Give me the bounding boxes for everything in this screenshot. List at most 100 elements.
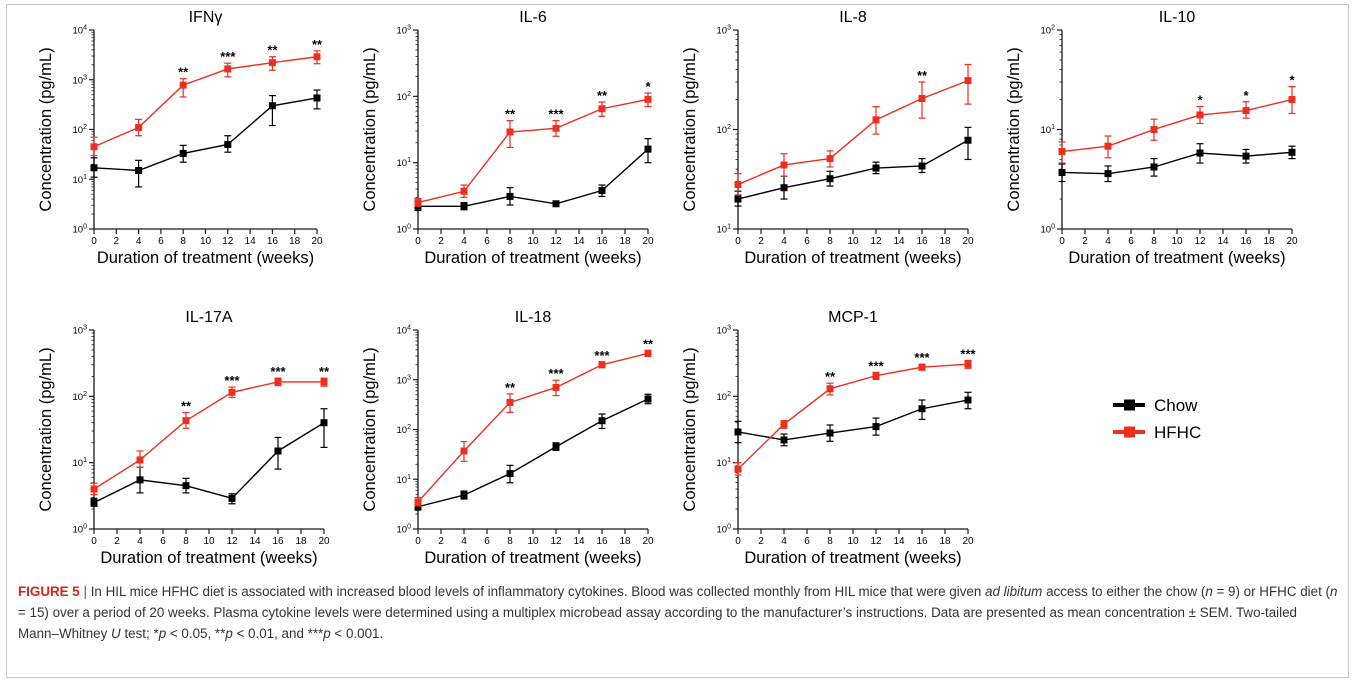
x-tick-label: 12 — [1194, 236, 1206, 247]
x-tick-label: 18 — [939, 536, 951, 547]
series-chow — [90, 89, 321, 188]
y-axis-label: Concentration (pg/mL) — [681, 47, 699, 211]
series-chow — [414, 138, 652, 212]
x-tick-label: 0 — [1059, 236, 1065, 247]
data-point — [964, 136, 972, 144]
data-point — [90, 485, 98, 493]
data-point — [644, 395, 652, 403]
data-point — [1150, 163, 1158, 171]
y-tick-label: 101 — [397, 157, 412, 169]
series-hfhc — [90, 377, 328, 496]
data-point — [182, 417, 190, 425]
data-point — [1242, 152, 1250, 160]
data-point — [872, 423, 880, 431]
x-tick-label: 4 — [781, 536, 787, 547]
series-hfhc — [90, 50, 321, 157]
chart-7: MCP-1 100 101 102 103 0 2 4 6 8 10 12 14 16 18 20Durati… — [681, 309, 977, 567]
data-point — [598, 361, 606, 369]
x-tick-label: 0 — [415, 536, 421, 547]
x-tick-label: 20 — [962, 236, 974, 247]
y-tick-label: 102 — [73, 391, 88, 403]
series-hfhc — [734, 359, 972, 476]
y-tick-label: 101 — [73, 174, 88, 186]
y-tick-label: 103 — [397, 374, 412, 386]
x-tick-label: 6 — [484, 536, 490, 547]
x-tick-label: 6 — [160, 536, 166, 547]
data-point — [182, 482, 190, 490]
series-chow — [734, 391, 972, 447]
significance-mark: ** — [917, 68, 928, 83]
data-point — [460, 491, 468, 499]
significance-mark: * — [1243, 88, 1249, 103]
series-line — [737, 399, 969, 441]
caption-text-1: In HIL mice HFHC diet is associated with… — [86, 584, 986, 599]
data-point — [644, 349, 652, 357]
caption-text-4: = 15) over a period of 20 weeks. Plasma … — [18, 605, 1297, 641]
y-tick-label: 102 — [1041, 25, 1056, 37]
data-point — [918, 94, 926, 102]
data-point — [1242, 107, 1250, 115]
significance-mark: *** — [548, 107, 564, 122]
x-tick-label: 4 — [136, 236, 142, 247]
x-tick-label: 12 — [870, 236, 882, 247]
significance-mark: ** — [505, 380, 516, 395]
significance-mark: ** — [181, 399, 192, 414]
x-tick-label: 6 — [1128, 236, 1134, 247]
x-tick-label: 18 — [619, 236, 631, 247]
x-axis-label: Duration of treatment (weeks) — [97, 249, 314, 267]
x-axis-label: Duration of treatment (weeks) — [1068, 249, 1285, 267]
x-tick-label: 14 — [245, 236, 257, 247]
y-axis-label: Concentration (pg/mL) — [361, 347, 379, 511]
caption-u-symbol: U — [111, 626, 121, 641]
data-point — [734, 428, 742, 436]
data-point — [598, 417, 606, 425]
data-point — [506, 398, 514, 406]
caption-p-3: p — [323, 626, 331, 641]
data-point — [136, 476, 144, 484]
data-point — [135, 123, 143, 131]
series-line — [93, 97, 318, 172]
chart-title: IL-17A — [185, 309, 232, 326]
data-point — [460, 187, 468, 195]
y-tick-label: 100 — [1041, 224, 1056, 236]
series-line — [93, 422, 325, 504]
x-tick-label: 8 — [827, 236, 833, 247]
x-tick-label: 8 — [1151, 236, 1157, 247]
x-tick-label: 0 — [91, 536, 97, 547]
series-line — [417, 352, 649, 503]
legend-item-hfhc: HFHC — [1113, 423, 1201, 442]
data-point — [90, 143, 98, 151]
caption-p-1: p — [158, 626, 167, 641]
x-tick-label: 14 — [249, 536, 261, 547]
chart-title: IL-10 — [1159, 9, 1196, 26]
significance-mark: *** — [914, 350, 930, 365]
x-tick-label: 16 — [596, 536, 608, 547]
x-tick-label: 16 — [916, 236, 928, 247]
data-point — [90, 499, 98, 507]
x-tick-label: 18 — [1263, 236, 1275, 247]
data-point — [964, 360, 972, 368]
data-point — [228, 494, 236, 502]
significance-mark: *** — [270, 364, 286, 379]
x-tick-label: 8 — [180, 236, 186, 247]
y-tick-label: 100 — [73, 524, 88, 536]
data-point — [136, 456, 144, 464]
x-tick-label: 16 — [916, 536, 928, 547]
data-point — [506, 470, 514, 478]
data-point — [268, 59, 276, 67]
series-line — [737, 79, 969, 186]
caption-italic-1: ad libitum — [985, 584, 1043, 599]
x-tick-label: 8 — [507, 236, 513, 247]
x-tick-label: 16 — [1240, 236, 1252, 247]
caption-n-chow: n — [1205, 584, 1213, 599]
x-tick-label: 16 — [267, 236, 279, 247]
data-point — [552, 200, 560, 208]
x-tick-label: 2 — [758, 536, 764, 547]
data-point — [179, 149, 187, 157]
y-tick-label: 103 — [397, 25, 412, 37]
caption-text-7: < 0.01, and *** — [232, 626, 324, 641]
x-tick-label: 10 — [200, 236, 212, 247]
data-point — [1196, 149, 1204, 157]
x-tick-label: 10 — [527, 536, 539, 547]
